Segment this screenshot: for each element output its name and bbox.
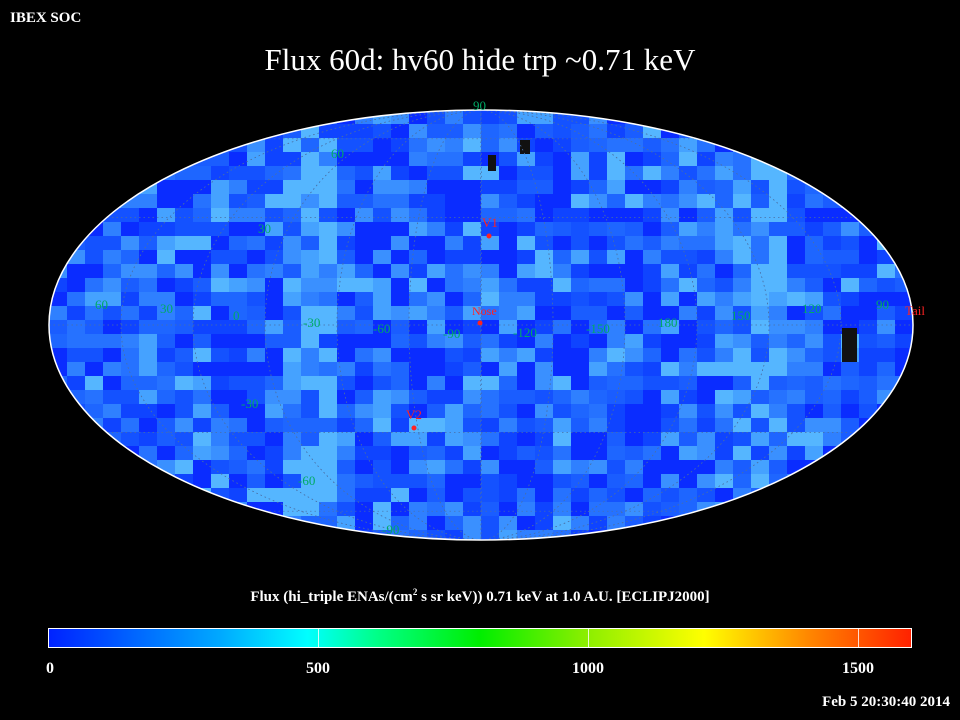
page-title: Flux 60d: hv60 hide trp ~0.71 keV [264,42,696,77]
lon-label-0: 0 [233,308,240,323]
colorbar-title-sup: 2 [412,587,418,597]
lon-label-m150: -150 [586,321,610,336]
sky-boundary [48,109,914,541]
colorbar-title-pre: Flux (hi_triple ENAs/(cm [250,589,413,605]
lat-label-60: 60 [331,146,344,161]
timestamp: Feb 5 20:30:40 2014 [822,694,950,710]
lon-label-90: 90 [876,297,889,312]
lon-label-30: 30 [160,301,173,316]
v1-marker-dot [486,233,492,239]
lat-label-30: 30 [258,221,271,236]
lon-label-150: 150 [731,308,751,323]
lat-label-90: 90 [473,98,486,113]
colorbar-label-500: 500 [306,660,330,677]
lat-label-m30: -30 [241,396,258,411]
colorbar-label-0: 0 [46,660,54,677]
v2-marker-label: V2 [406,407,422,422]
colorbar-tick-1000 [588,629,589,647]
v1-marker-label: V1 [482,215,498,230]
lon-label-180: 180 [658,315,678,330]
org-label: IBEX SOC [10,10,82,26]
lon-label-m30: -30 [303,315,320,330]
colorbar-tick-1500 [858,629,859,647]
lat-label-m60: -60 [298,473,315,488]
lon-label-60: 60 [95,297,108,312]
colorbar [48,628,912,648]
colorbar-label-1500: 1500 [842,660,874,677]
colorbar-tick-500 [318,629,319,647]
nose-marker-dot [477,320,483,326]
lat-label-m90: -90 [382,522,399,537]
colorbar-title: Flux (hi_triple ENAs/(cm2 s sr keV)) 0.7… [0,587,960,606]
v2-marker-dot [411,425,417,431]
colorbar-label-1000: 1000 [572,660,604,677]
lon-label-m60: -60 [373,321,390,336]
colorbar-title-post: s sr keV)) 0.71 keV at 1.0 A.U. [ECLIPJ2… [417,589,710,605]
lon-label-m90: -90 [443,326,460,341]
lon-label-120: 120 [802,301,822,316]
lon-label-m120: -120 [513,325,537,340]
tail-marker-label: Tail [905,303,925,318]
nose-marker-label: Nose [472,304,497,318]
